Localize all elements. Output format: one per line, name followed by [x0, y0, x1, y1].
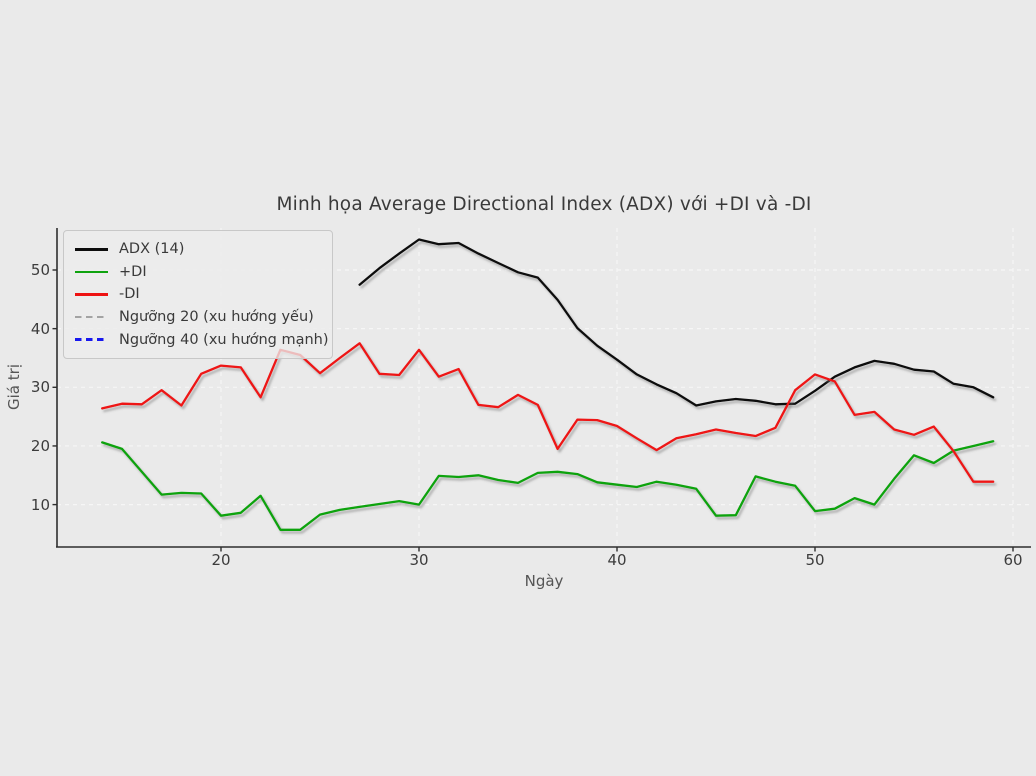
legend-item-threshold-20: Ngưỡng 20 (xu hướng yếu)	[75, 306, 320, 329]
legend-item-minus-di: -DI	[75, 283, 320, 306]
legend-label-minus-di: -DI	[119, 286, 140, 303]
minus-di-line-swatch	[75, 293, 108, 296]
threshold-20-swatch	[75, 315, 108, 319]
x-tick-label: 20	[211, 551, 231, 569]
threshold-40-swatch	[75, 338, 108, 341]
legend: ADX (14) +DI -DI Ngưỡng 20 (xu hướng yếu…	[63, 230, 333, 359]
x-axis-label: Ngày	[524, 572, 564, 590]
y-tick-label: 10	[30, 495, 50, 514]
legend-item-plus-di: +DI	[75, 261, 320, 284]
legend-item-adx: ADX (14)	[75, 238, 320, 261]
legend-label-adx: ADX (14)	[119, 241, 185, 258]
y-tick-label: 20	[30, 436, 50, 455]
data-lines	[101, 238, 995, 531]
axes-spines	[52, 228, 1031, 552]
legend-item-threshold-40: Ngưỡng 40 (xu hướng mạnh)	[75, 328, 329, 351]
adx-line-swatch	[75, 248, 108, 251]
legend-label-threshold-40: Ngưỡng 40 (xu hướng mạnh)	[119, 331, 329, 348]
x-tick-label: 40	[607, 551, 627, 569]
y-tick-label: 40	[30, 319, 50, 338]
y-tick-label: 30	[30, 378, 50, 397]
legend-label-plus-di: +DI	[119, 263, 147, 280]
plus-di-line-swatch	[75, 270, 108, 274]
x-tick-label: 60	[1003, 551, 1023, 569]
chart-title: Minh họa Average Directional Index (ADX)…	[276, 194, 812, 215]
legend-label-threshold-20: Ngưỡng 20 (xu hướng yếu)	[119, 309, 314, 326]
x-tick-label: 50	[805, 551, 825, 569]
y-tick-label: 50	[30, 261, 50, 279]
x-tick-label: 30	[409, 551, 429, 569]
